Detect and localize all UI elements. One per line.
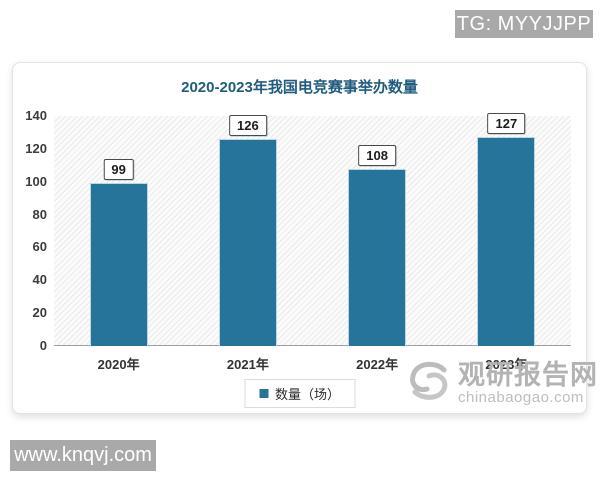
bar — [89, 183, 148, 346]
tg-watermark-badge: TG: MYYJJPP — [455, 10, 593, 38]
y-axis-tick-label: 100 — [25, 173, 47, 189]
x-axis-category-label: 2022年 — [356, 357, 399, 372]
site-watermark-badge: www.knqvj.com — [10, 440, 156, 471]
y-axis-tick-label: 120 — [25, 140, 47, 156]
bar-value-label: 99 — [103, 159, 134, 181]
bar-value-label: 108 — [358, 144, 396, 166]
legend: 数量（场） — [243, 379, 356, 408]
y-axis-tick-label: 80 — [32, 206, 47, 222]
y-axis-tick-label: 40 — [32, 272, 47, 288]
brand-text: 观研报告网 chinabaogao.com — [458, 361, 598, 406]
bar — [218, 139, 277, 346]
swirl-logo-icon — [410, 361, 448, 400]
y-axis-tick-label: 0 — [39, 338, 47, 353]
brand-domain: chinabaogao.com — [458, 389, 584, 406]
y-axis-tick-label: 140 — [25, 108, 47, 123]
bar — [477, 137, 536, 346]
chart-title: 2020-2023年我国电竞赛事举办数量 — [181, 79, 418, 96]
x-axis-category-label: 2021年 — [226, 357, 269, 372]
y-axis-tick-label: 20 — [32, 305, 47, 321]
x-axis-category-label: 2020年 — [97, 357, 140, 372]
bar-value-label: 127 — [487, 113, 526, 135]
bar — [348, 168, 407, 346]
brand-watermark: 观研报告网 chinabaogao.com — [403, 361, 598, 406]
legend-swatch-icon — [258, 389, 268, 398]
legend-label: 数量（场） — [274, 387, 341, 402]
chart-card: 2020-2023年我国电竞赛事举办数量 数量（场） 0 20 40 60 80 100 1… — [12, 62, 587, 414]
bar-value-label: 126 — [229, 115, 267, 136]
brand-name: 观研报告网 — [458, 360, 598, 390]
x-axis-category-label: 2023年 — [485, 357, 528, 372]
y-axis-tick-label: 60 — [32, 239, 47, 255]
